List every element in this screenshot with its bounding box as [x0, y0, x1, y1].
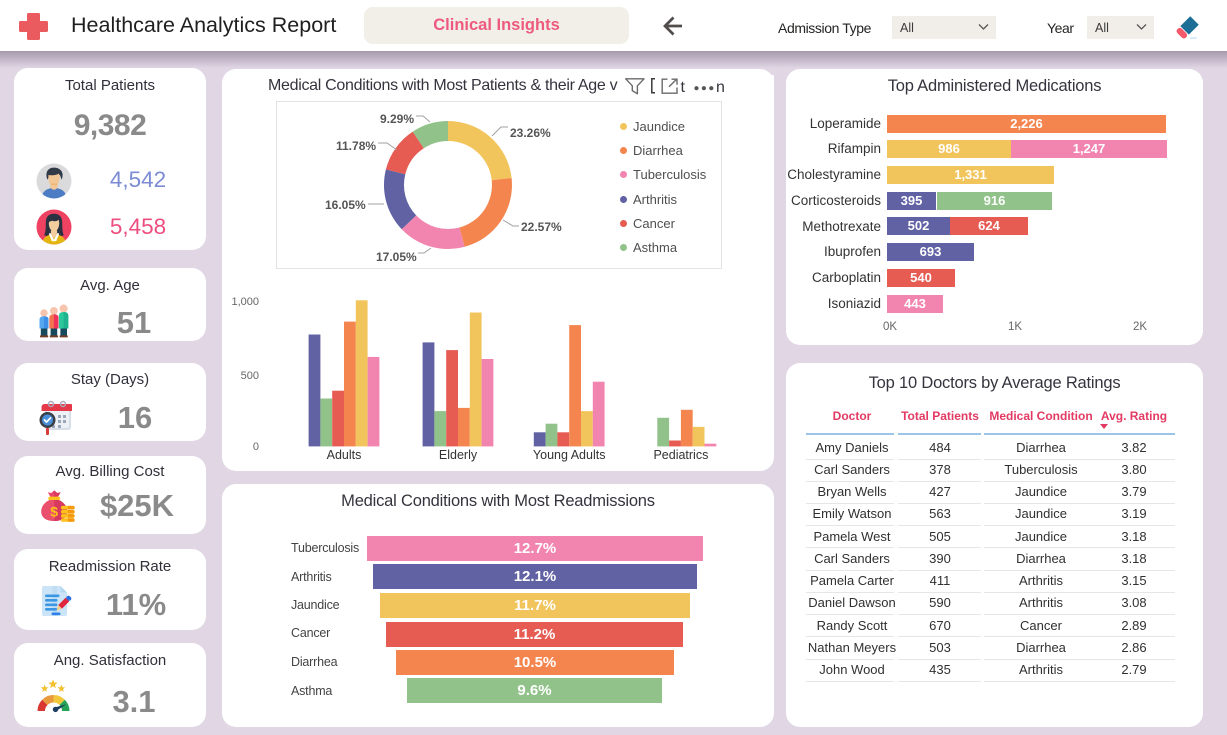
svg-text:Young Adults: Young Adults — [533, 448, 606, 462]
svg-text:Pediatrics: Pediatrics — [653, 448, 708, 462]
svg-text:500: 500 — [241, 370, 259, 382]
svg-text:Adults: Adults — [327, 448, 362, 462]
svg-text:n: n — [716, 79, 725, 96]
svg-text:$: $ — [50, 504, 58, 520]
svg-text:Elderly: Elderly — [439, 448, 478, 462]
svg-text:0: 0 — [253, 441, 259, 453]
svg-text:1,000: 1,000 — [231, 296, 259, 308]
svg-text:t: t — [681, 79, 686, 96]
